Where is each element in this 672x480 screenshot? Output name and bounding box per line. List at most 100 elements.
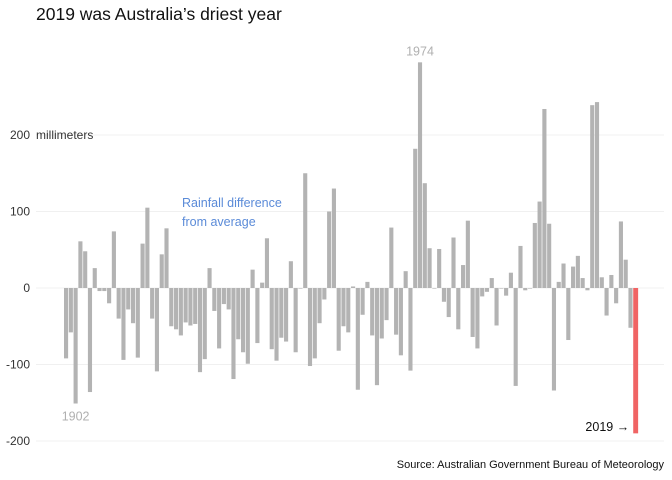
bar-1982: 1982: -54 xyxy=(456,288,461,330)
bar-1961: 1961: -133 xyxy=(355,288,360,390)
bar-2001: 2001: 84 xyxy=(547,223,552,288)
bar-1906: 1906: 26 xyxy=(92,268,97,288)
bar-1943: 1943: -80 xyxy=(269,288,274,350)
bar-1907: 1907: -4 xyxy=(97,288,102,292)
bar-1953: 1953: -46 xyxy=(317,288,322,324)
bar-1920: 1920: 44 xyxy=(159,254,164,288)
bar-1901: 1901: -58 xyxy=(68,288,73,333)
bar-2015: 2015: -20 xyxy=(614,288,619,304)
bar-1918: 1918: -40 xyxy=(150,288,155,319)
bar-1955: 1955: 100 xyxy=(327,211,332,288)
bar-1962: 1962: -35 xyxy=(360,288,365,315)
annotations: 1902 1974 2019 → Rainfall difference from av… xyxy=(62,44,629,434)
bar-2008: 2008: 13 xyxy=(580,278,585,288)
bar-1940: 1940: -72 xyxy=(255,288,260,344)
bar-1959: 1959: -58 xyxy=(346,288,351,333)
bar-1939: 1939: 24 xyxy=(250,269,255,288)
bar-1945: 1945: -65 xyxy=(279,288,284,338)
bar-1927: 1927: -47 xyxy=(193,288,198,324)
bar-2017: 2017: 37 xyxy=(623,259,628,288)
y-tick-label: 200 xyxy=(10,128,30,142)
bar-1938: 1938: -99 xyxy=(245,288,250,364)
bar-1973: 1973: 182 xyxy=(413,148,418,288)
bar-1935: 1935: -119 xyxy=(231,288,236,380)
bar-1977: 1977: 0 xyxy=(432,288,437,289)
bar-1989: 1989: 13 xyxy=(489,278,494,288)
bars: 1900: -921901: -581902: -1511903: 611904… xyxy=(64,62,639,434)
bar-1976: 1976: 52 xyxy=(427,248,432,288)
bar-1914: 1914: -46 xyxy=(130,288,136,324)
bar-1902: 1902: -151 xyxy=(73,288,78,404)
bar-1909: 1909: -20 xyxy=(107,288,112,304)
bar-1965: 1965: -127 xyxy=(374,288,380,386)
bar-1970: 1970: -88 xyxy=(398,288,403,356)
bar-1983: 1983: 30 xyxy=(461,265,466,288)
bar-1908: 1908: -4 xyxy=(102,288,107,292)
bar-1917: 1917: 105 xyxy=(145,207,150,288)
bar-1985: 1985: -64 xyxy=(470,288,475,337)
bar-1957: 1957: -82 xyxy=(336,288,341,351)
bar-1904: 1904: 48 xyxy=(83,251,88,288)
bar-1998: 1998: 85 xyxy=(532,222,537,288)
bar-1954: 1954: -15 xyxy=(322,288,327,300)
y-tick-label: 100 xyxy=(10,205,30,219)
bar-1919: 1919: -109 xyxy=(154,288,159,372)
bar-2000: 2000: 234 xyxy=(542,108,547,289)
bar-2010: 2010: 239 xyxy=(590,105,595,288)
bar-1956: 1956: 130 xyxy=(331,188,336,288)
bar-2007: 2007: 42 xyxy=(575,255,580,288)
bar-1981: 1981: 66 xyxy=(451,237,456,288)
bar-1994: 1994: -128 xyxy=(513,288,518,386)
chart-source: Source: Australian Government Bureau of … xyxy=(396,459,664,471)
bar-1963: 1963: 8 xyxy=(365,281,370,288)
bar-1925: 1925: -45 xyxy=(183,288,188,323)
bar-1936: 1936: -67 xyxy=(236,288,241,340)
annotation-1902: 1902 xyxy=(62,410,90,424)
rainfall-difference-note: from average xyxy=(182,215,256,229)
bar-2003: 2003: 8 xyxy=(556,281,561,288)
bar-1978: 1978: 51 xyxy=(437,248,442,288)
bar-1928: 1928: -110 xyxy=(197,288,203,373)
bar-1960: 1960: 2 xyxy=(351,286,356,288)
bar-1984: 1984: 88 xyxy=(465,220,470,288)
bar-2016: 2016: 87 xyxy=(618,221,623,288)
bar-1967: 1967: -42 xyxy=(384,288,389,321)
bar-1969: 1969: -61 xyxy=(394,288,399,335)
bar-1947: 1947: 35 xyxy=(288,261,293,288)
bar-2004: 2004: 32 xyxy=(561,263,566,288)
bar-1916: 1916: 58 xyxy=(140,243,145,288)
bar-1926: 1926: -49 xyxy=(188,288,193,326)
bar-1949: 1949: 0 xyxy=(298,288,303,289)
bar-2019: 2019: -190 xyxy=(633,288,639,434)
bar-1975: 1975: 137 xyxy=(422,183,427,288)
bar-1944: 1944: -95 xyxy=(274,288,279,361)
bar-1931: 1931: -30 xyxy=(212,288,217,311)
bar-1950: 1950: 150 xyxy=(303,173,308,288)
bar-1946: 1946: -70 xyxy=(284,288,289,342)
bar-1966: 1966: -66 xyxy=(379,288,384,339)
bar-1996: 1996: -3 xyxy=(523,288,528,291)
bar-2018: 2018: -52 xyxy=(628,288,633,328)
bar-1979: 1979: -18 xyxy=(441,288,446,302)
bar-2002: 2002: -134 xyxy=(551,288,557,391)
bar-1987: 1987: -11 xyxy=(480,288,485,297)
annotation-1974: 1974 xyxy=(406,44,434,58)
y-axis-label: millimeters xyxy=(36,128,93,142)
bar-1915: 1915: -91 xyxy=(135,288,140,358)
bar-1992: 1992: -10 xyxy=(504,288,509,296)
bar-2011: 2011: 243 xyxy=(594,102,600,288)
bar-1930: 1930: 26 xyxy=(207,268,212,288)
y-tick-label: 0 xyxy=(23,281,30,295)
bar-1934: 1934: -28 xyxy=(226,288,231,310)
bar-1968: 1968: 79 xyxy=(389,227,394,288)
rainfall-difference-note: Rainfall difference xyxy=(182,196,282,210)
bar-1900: 1900: -92 xyxy=(64,288,69,359)
bar-1964: 1964: -62 xyxy=(370,288,375,336)
bar-1929: 1929: -93 xyxy=(202,288,207,360)
bar-1933: 1933: -21 xyxy=(221,288,226,305)
bar-1911: 1911: -40 xyxy=(116,288,121,319)
y-tick-label: -100 xyxy=(6,358,30,372)
bar-1921: 1921: 78 xyxy=(164,228,169,288)
bar-1941: 1941: 7 xyxy=(260,282,265,288)
